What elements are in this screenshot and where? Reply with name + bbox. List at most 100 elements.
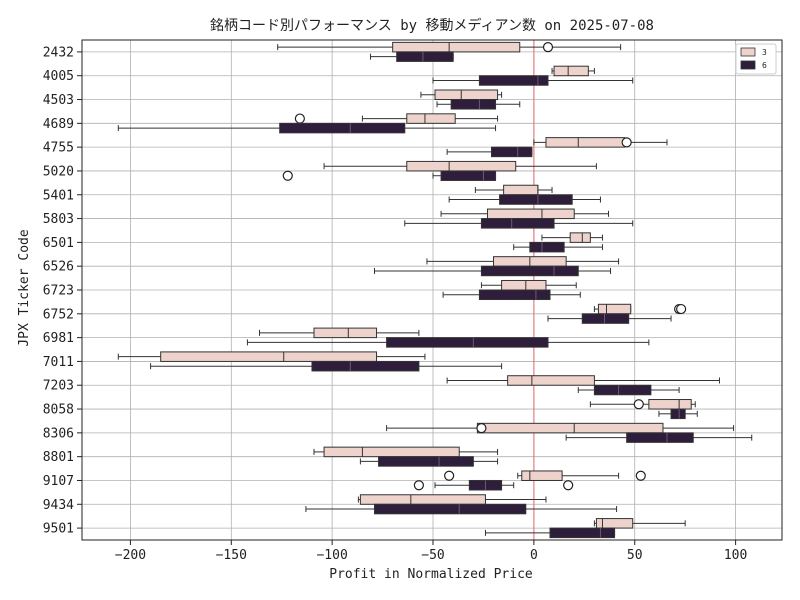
- y-tick-label: 4689: [43, 117, 74, 132]
- y-tick-label: 6501: [43, 236, 74, 251]
- box-iqr: [569, 232, 591, 243]
- y-tick-label: 9434: [43, 498, 74, 513]
- box-iqr: [553, 65, 589, 77]
- chart-title: 銘柄コード別パフォーマンス by 移動メディアン数 on 2025-07-08: [210, 17, 654, 34]
- box-iqr: [581, 313, 630, 324]
- box-iqr: [374, 503, 527, 515]
- box-group: [484, 527, 616, 539]
- outlier-point: [633, 399, 644, 410]
- box-iqr: [478, 75, 549, 86]
- outlier-point: [676, 303, 687, 315]
- box-group: [533, 137, 668, 148]
- y-tick-label: 8306: [43, 426, 74, 441]
- box-iqr: [476, 422, 664, 434]
- box-iqr: [313, 327, 378, 339]
- legend-swatch: [740, 47, 756, 57]
- box-iqr: [521, 470, 563, 481]
- x-tick-label: −200: [115, 548, 146, 563]
- box-group: [282, 170, 497, 181]
- outlier-point: [476, 422, 487, 434]
- box-iqr: [279, 122, 406, 134]
- box-group: [436, 99, 521, 110]
- box-group: [589, 399, 696, 410]
- legend-label: 6: [762, 61, 767, 70]
- x-tick-label: 100: [724, 548, 747, 563]
- box-iqr: [626, 432, 694, 443]
- box-group: [446, 146, 533, 158]
- y-tick-label: 6752: [43, 307, 74, 322]
- box-group: [513, 241, 603, 253]
- box-iqr: [529, 241, 565, 253]
- box-iqr: [386, 337, 549, 348]
- y-tick-label: 7011: [43, 355, 74, 370]
- box-group: [404, 218, 634, 229]
- box-iqr: [434, 89, 499, 101]
- outlier-point: [282, 170, 293, 181]
- box-iqr: [392, 41, 521, 53]
- x-tick-label: −100: [316, 548, 347, 563]
- x-tick-label: 50: [627, 548, 643, 563]
- box-iqr: [501, 279, 547, 291]
- y-tick-label: 9107: [43, 474, 74, 489]
- y-tick-label: 4755: [43, 141, 74, 156]
- box-iqr: [549, 527, 616, 539]
- outlier-point: [621, 137, 632, 148]
- box-group: [117, 351, 426, 362]
- box-group: [565, 432, 753, 443]
- box-iqr: [311, 360, 420, 372]
- box-iqr: [480, 218, 555, 229]
- box-iqr: [480, 265, 579, 277]
- box-iqr: [359, 494, 486, 505]
- box-group: [444, 470, 646, 481]
- box-iqr: [160, 351, 378, 362]
- box-group: [386, 422, 735, 434]
- box-group: [246, 337, 650, 348]
- y-tick-label: 5020: [43, 164, 74, 179]
- box-group: [117, 122, 497, 134]
- boxplot-marks: [117, 41, 753, 539]
- y-tick-label: 6526: [43, 260, 74, 275]
- box-iqr: [406, 160, 517, 172]
- y-tick-label: 7203: [43, 379, 74, 394]
- box-group: [294, 113, 499, 124]
- box-group: [446, 375, 720, 386]
- legend-swatch: [740, 60, 756, 70]
- box-group: [442, 289, 581, 301]
- box-group: [357, 494, 547, 505]
- y-tick-label: 8801: [43, 450, 74, 465]
- box-group: [259, 327, 420, 339]
- y-tick-label: 6723: [43, 284, 74, 299]
- box-group: [448, 194, 601, 205]
- box-iqr: [378, 456, 474, 467]
- outlier-point: [413, 480, 424, 491]
- axes: −200 −150 −100 −50 0 50 100 2432 4005 4503 4689 475…: [43, 39, 783, 563]
- box-iqr: [597, 303, 632, 315]
- box-group: [432, 75, 634, 86]
- outlier-point: [635, 470, 646, 481]
- box-group: [305, 503, 618, 515]
- box-group: [150, 360, 503, 372]
- box-group: [547, 313, 672, 324]
- outlier-point: [563, 480, 574, 491]
- box-group: [593, 303, 687, 315]
- outlier-point: [444, 470, 455, 481]
- legend: 36: [735, 43, 777, 75]
- box-iqr: [478, 289, 551, 301]
- y-tick-label: 5803: [43, 212, 74, 227]
- box-iqr: [507, 375, 595, 386]
- x-tick-label: 0: [530, 548, 538, 563]
- y-tick-label: 5401: [43, 188, 74, 203]
- box-group: [277, 41, 622, 53]
- x-tick-label: −50: [421, 548, 444, 563]
- box-iqr: [406, 113, 456, 124]
- box-group: [541, 232, 603, 243]
- box-group: [658, 408, 698, 420]
- x-axis-label: Profit in Normalized Price: [329, 567, 533, 582]
- y-tick-label: 2432: [43, 45, 74, 60]
- box-iqr: [503, 184, 539, 196]
- box-iqr: [396, 51, 454, 62]
- box-iqr: [323, 446, 460, 458]
- box-group: [369, 51, 454, 62]
- box-group: [551, 65, 595, 77]
